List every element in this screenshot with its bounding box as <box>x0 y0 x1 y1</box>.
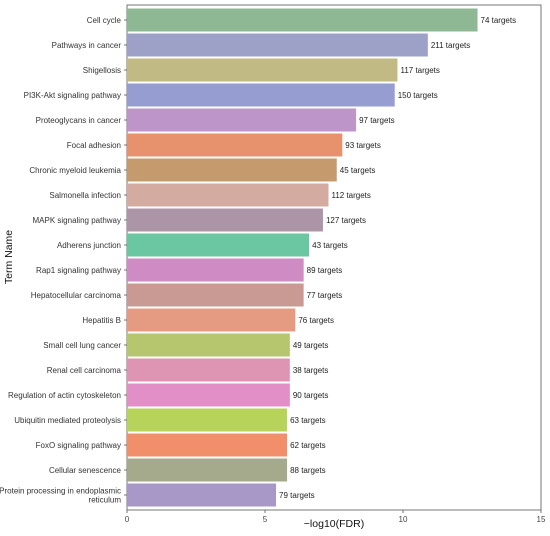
bar <box>127 133 343 157</box>
category-label: Renal cell carcinoma <box>47 366 122 375</box>
data-label: 38 targets <box>293 366 329 375</box>
bar <box>127 483 277 507</box>
data-label: 89 targets <box>307 266 343 275</box>
bar <box>127 283 304 307</box>
category-label: Hepatitis B <box>82 316 121 325</box>
data-label: 150 targets <box>398 91 438 100</box>
bar <box>127 183 329 207</box>
data-label: 49 targets <box>293 341 329 350</box>
bar <box>127 333 290 357</box>
data-label: 74 targets <box>481 16 517 25</box>
ticks-layer: 0 5 10 15 <box>124 19 546 524</box>
bar <box>127 8 478 32</box>
data-label: 112 targets <box>331 191 370 200</box>
data-label: 79 targets <box>279 491 315 500</box>
data-label: 88 targets <box>290 466 326 475</box>
x-tick-label: 0 <box>125 515 130 524</box>
category-label: Ubiquitin mediated proteolysis <box>14 416 121 425</box>
category-label: Chronic myeloid leukemia <box>29 166 121 175</box>
category-label: MAPK signaling pathway <box>33 216 122 225</box>
data-label: 97 targets <box>359 116 395 125</box>
data-label: 90 targets <box>293 391 329 400</box>
data-label: 43 targets <box>312 241 348 250</box>
data-label: 76 targets <box>298 316 334 325</box>
category-label: Shigellosis <box>83 66 121 75</box>
category-label: FoxO signaling pathway <box>36 441 121 450</box>
data-label: 62 targets <box>290 441 326 450</box>
bar <box>127 58 398 82</box>
bar <box>127 83 395 107</box>
bar <box>127 33 428 57</box>
data-label: 117 targets <box>400 66 439 75</box>
category-label: Salmonella infection <box>49 191 121 200</box>
category-label: Proteoglycans in cancer <box>36 116 122 125</box>
data-label: 211 targets <box>431 41 470 50</box>
bar <box>127 383 290 407</box>
labels-layer: Cell cycle 74 targets Pathways in cancer 21… <box>0 16 516 505</box>
category-label: Rap1 signaling pathway <box>36 266 121 275</box>
category-label-line: reticulum <box>89 496 122 505</box>
category-label: Cellular senescence <box>49 466 122 475</box>
bars-layer <box>127 8 478 507</box>
bar <box>127 258 304 282</box>
x-axis-title: −log10(FDR) <box>304 518 364 530</box>
category-label: Protein processing in endoplasmic reticul… <box>0 487 121 505</box>
bar <box>127 158 337 182</box>
category-label-line: Protein processing in endoplasmic <box>0 487 121 496</box>
plot-frame <box>126 4 542 511</box>
bar <box>127 108 357 132</box>
category-label: Adherens junction <box>57 241 121 250</box>
bar <box>127 433 288 457</box>
category-label: Small cell lung cancer <box>43 341 121 350</box>
category-label: Hepatocellular carcinoma <box>31 291 122 300</box>
category-label: Pathways in cancer <box>52 41 122 50</box>
category-label: Cell cycle <box>87 16 122 25</box>
data-label: 45 targets <box>340 166 376 175</box>
category-label: PI3K-Akt signaling pathway <box>24 91 121 100</box>
bar <box>127 208 323 232</box>
bar <box>127 458 288 482</box>
category-label: Regulation of actin cytoskeleton <box>8 391 121 400</box>
y-axis-title: Term Name <box>3 230 15 284</box>
bar <box>127 408 288 432</box>
x-tick-label: 10 <box>399 515 408 524</box>
data-label: 63 targets <box>290 416 326 425</box>
x-tick-label: 15 <box>537 515 546 524</box>
data-label: 93 targets <box>345 141 381 150</box>
x-tick-label: 5 <box>263 515 268 524</box>
data-label: 77 targets <box>307 291 343 300</box>
bar <box>127 358 290 382</box>
bar <box>127 233 310 257</box>
category-label: Focal adhesion <box>67 141 121 150</box>
bar <box>127 308 296 332</box>
data-label: 127 targets <box>326 216 366 225</box>
